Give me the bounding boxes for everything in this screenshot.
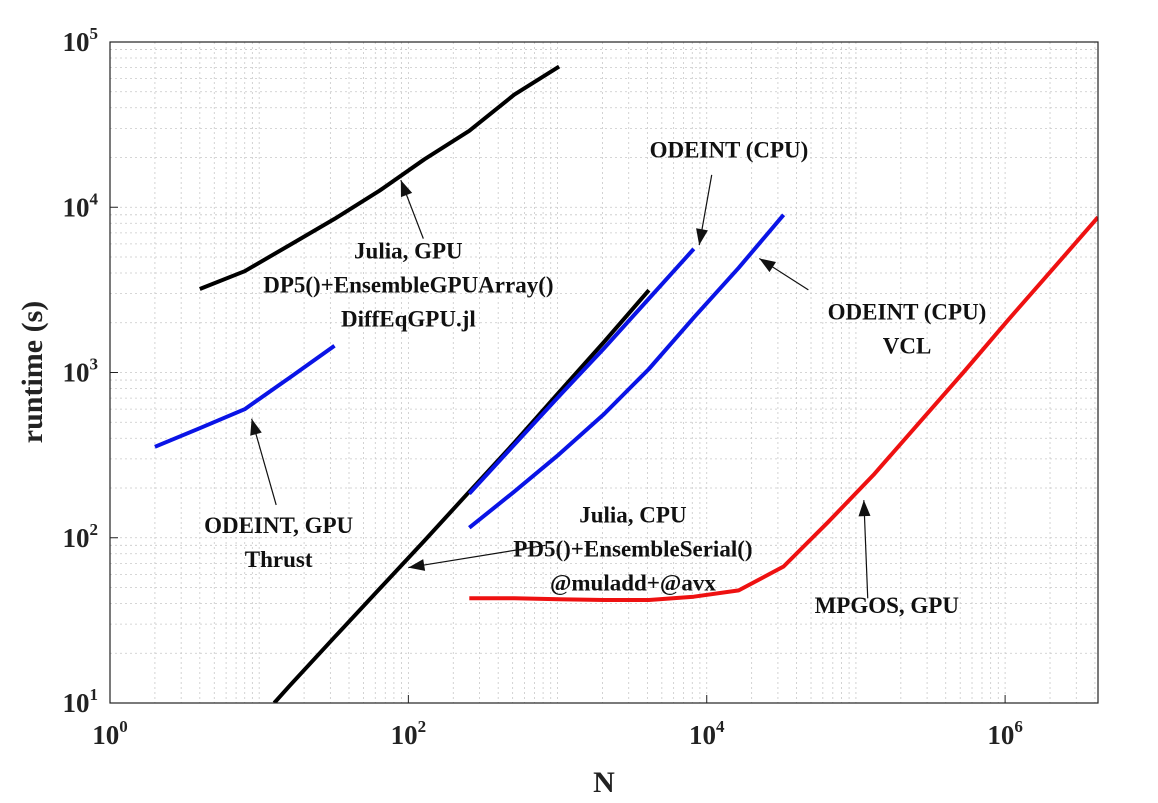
y-tick-label: 105 xyxy=(63,24,99,57)
annotation-arrow-line xyxy=(863,500,869,599)
annotation-1: ODEINT (CPU) xyxy=(650,138,809,246)
series-line-5 xyxy=(469,215,1098,602)
arrowhead-icon xyxy=(759,258,776,273)
arrowhead-icon xyxy=(696,228,708,246)
annotation-text: Julia, CPU xyxy=(579,502,687,527)
annotation-3: ODEINT, GPU Thrust xyxy=(204,418,354,572)
y-tick-label: 103 xyxy=(63,355,99,388)
arrowhead-icon xyxy=(400,180,413,198)
arrowhead-icon xyxy=(250,418,262,436)
arrowhead-icon xyxy=(858,500,871,517)
y-axis-label: runtime (s) xyxy=(16,301,49,443)
y-tick-label: 104 xyxy=(63,189,99,222)
annotation-text: PD5()+EnsembleSerial() xyxy=(513,536,752,561)
series-line-2 xyxy=(272,288,651,703)
annotation-text: ODEINT (CPU) xyxy=(828,299,987,324)
annotation-text: @muladd+@avx xyxy=(550,570,716,596)
series-line-4 xyxy=(468,213,786,530)
x-tick-label: 104 xyxy=(689,717,725,750)
series-line-0 xyxy=(199,64,561,291)
x-axis-label: N xyxy=(593,766,615,799)
annotation-arrow-line xyxy=(408,544,546,569)
ticks: 100 102 104 106 101 102 103 104 105 xyxy=(63,24,1023,750)
annotation-text: DiffEqGPU.jl xyxy=(341,306,476,331)
annotation-2: ODEINT (CPU) VCL xyxy=(758,257,987,358)
annotation-text: Thrust xyxy=(245,547,313,572)
annotation-text: ODEINT, GPU xyxy=(204,513,353,538)
y-tick-label: 101 xyxy=(63,685,99,718)
annotations: Julia, GPU DP5()+EnsembleGPUArray() DiffEq… xyxy=(204,138,986,619)
annotation-text: ODEINT (CPU) xyxy=(650,138,809,163)
annotation-0: Julia, GPU DP5()+EnsembleGPUArray() DiffEq… xyxy=(263,179,554,331)
grid xyxy=(109,41,1098,704)
x-tick-label: 100 xyxy=(92,717,128,750)
x-tick-label: 106 xyxy=(987,717,1023,750)
series-line-1 xyxy=(154,344,336,449)
annotation-4: Julia, CPU PD5()+EnsembleSerial() @muladd+… xyxy=(408,502,753,596)
annotation-text: DP5()+EnsembleGPUArray() xyxy=(263,272,553,297)
annotation-text: VCL xyxy=(883,333,932,358)
x-tick-label: 102 xyxy=(391,717,427,750)
annotation-5: MPGOS, GPU xyxy=(815,500,960,618)
series-group xyxy=(154,64,1098,703)
y-tick-label: 102 xyxy=(63,520,99,553)
annotation-text: MPGOS, GPU xyxy=(815,593,960,618)
annotation-text: Julia, GPU xyxy=(354,238,463,263)
arrowhead-icon xyxy=(408,559,426,571)
series-line-3 xyxy=(467,247,696,495)
